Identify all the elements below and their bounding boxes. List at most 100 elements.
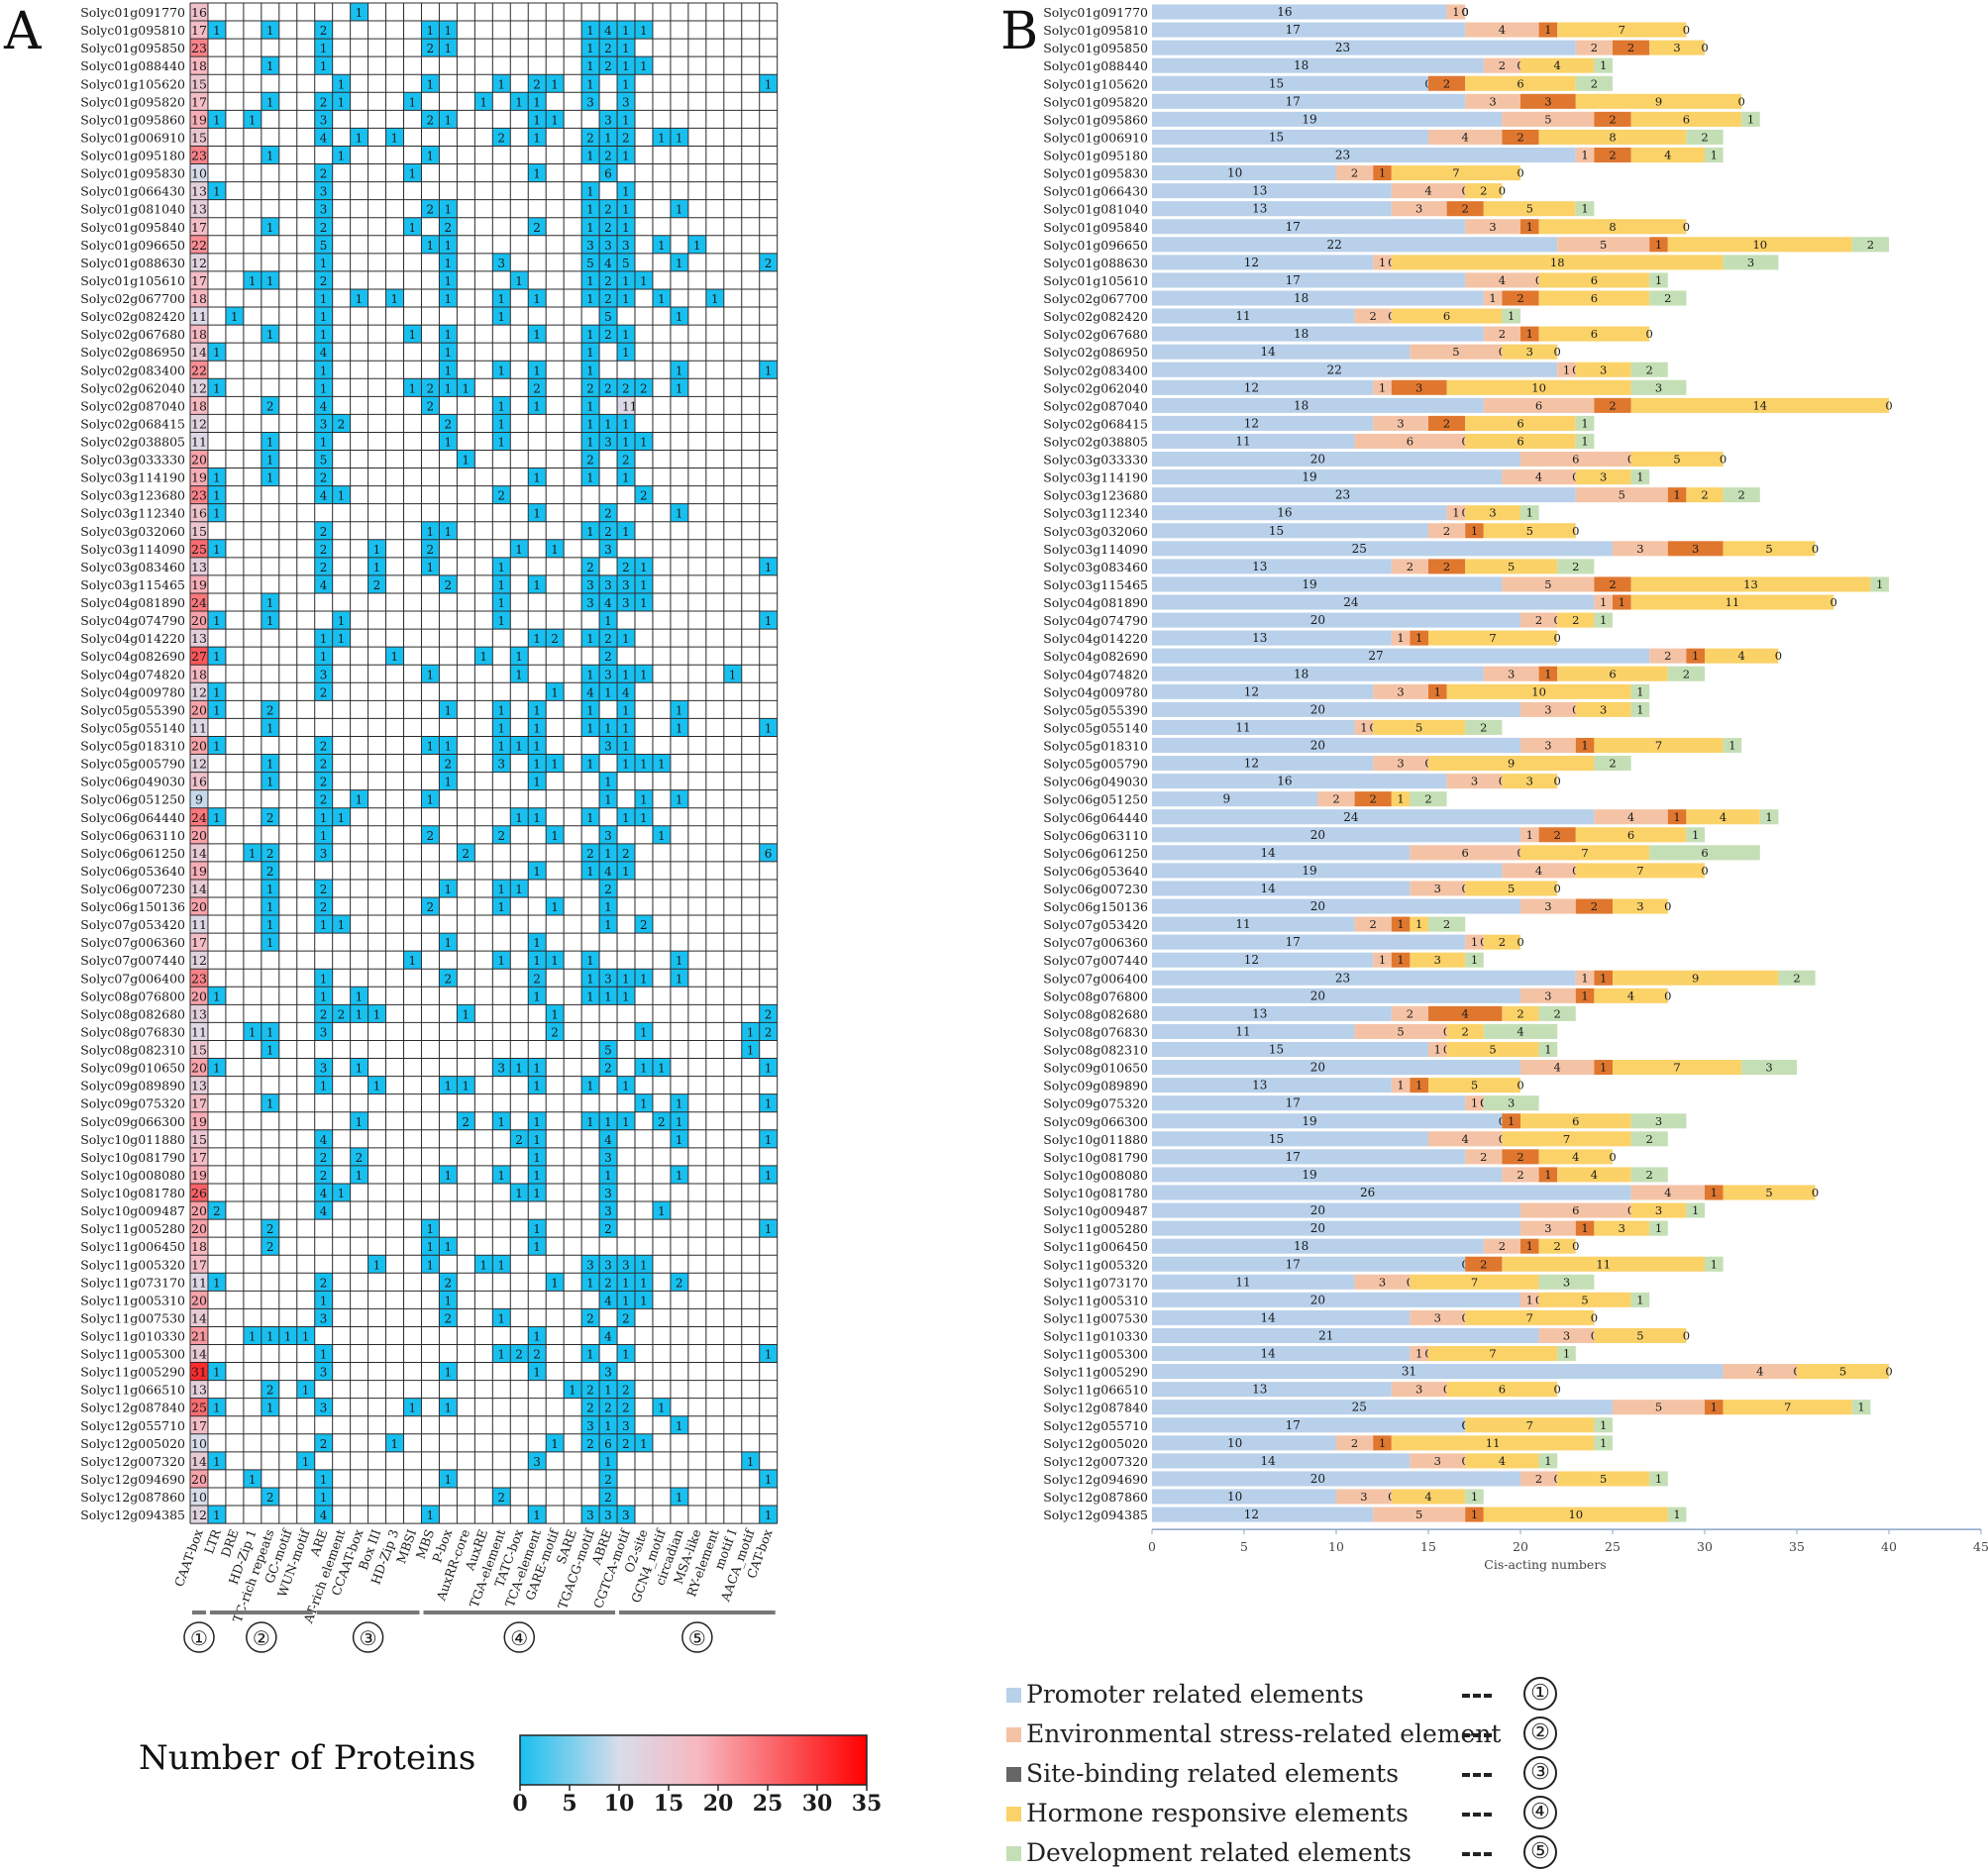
heatmap-cell-value: 4 [320, 1133, 328, 1147]
bar-segment [1557, 612, 1595, 628]
bar-segment [1391, 1382, 1447, 1398]
heatmap-cell [457, 1111, 475, 1130]
heatmap-cell [528, 807, 547, 826]
heatmap-cell-value: 2 [444, 972, 452, 986]
heatmap-cell-value: 1 [266, 918, 274, 932]
heatmap-cell [243, 1469, 262, 1488]
heatmap-cell-value: 1 [213, 740, 221, 754]
bar-row-label: Solyc12g007320 [1043, 1454, 1148, 1469]
group-marker-label: ② [253, 1626, 270, 1650]
heatmap-cell [581, 1273, 600, 1292]
bar-value-label: 17 [1286, 1418, 1301, 1432]
heatmap-cell [367, 557, 386, 575]
bar-segment [1465, 934, 1484, 950]
heatmap-cell-value: 4 [604, 865, 612, 879]
bar-value-label: 2 [1499, 58, 1506, 72]
heatmap-row-label: Solyc03g114090 [80, 542, 185, 557]
heatmap-cell-value: 2 [444, 221, 452, 235]
heatmap-cell [190, 74, 208, 93]
bar-segment [1152, 1185, 1631, 1200]
heatmap-cell-value: 1 [320, 257, 328, 270]
heatmap-row-label: Solyc04g074790 [80, 613, 185, 628]
heatmap-cell-value: 3 [622, 1508, 630, 1522]
heatmap-cell-value: 1 [604, 989, 612, 1003]
heatmap-cell-value: 1 [533, 936, 541, 950]
heatmap-row-label: Solyc01g095830 [80, 166, 185, 181]
heatmap-cell [207, 503, 226, 522]
heatmap-cell-value: 17 [191, 1150, 207, 1165]
heatmap-cell-value: 3 [622, 1419, 630, 1433]
heatmap-cell [278, 1326, 297, 1345]
heatmap-cell [190, 235, 208, 254]
heatmap-cell [581, 1255, 600, 1274]
heatmap-cell-value: 1 [356, 793, 364, 807]
heatmap-cell [190, 861, 208, 880]
heatmap-cell-value: 1 [640, 1294, 648, 1307]
bar-value-label: 1 [1526, 1239, 1533, 1253]
bar-segment [1630, 1131, 1668, 1147]
heatmap-cell-value: 3 [604, 239, 612, 253]
heatmap-row-label: Solyc03g032060 [80, 524, 185, 539]
bar-value-label: 0 [1831, 595, 1837, 609]
bar-row-label: Solyc11g005300 [1043, 1347, 1148, 1362]
bar-segment [1152, 576, 1503, 592]
heatmap-cell-value: 1 [586, 1080, 594, 1093]
heatmap-cell-value: 1 [409, 167, 417, 181]
bar-value-label: 4 [1424, 1490, 1431, 1504]
bar-value-label: 3 [1655, 1114, 1662, 1128]
heatmap-cell-value: 1 [604, 776, 612, 789]
heatmap-cell [350, 789, 368, 808]
heatmap-cell [652, 1058, 671, 1077]
heatmap-cell [599, 861, 618, 880]
bar-value-label: 1 [1526, 1293, 1533, 1306]
heatmap-cell [314, 987, 333, 1005]
bar-row-label: Solyc09g066300 [1043, 1114, 1148, 1129]
heatmap-cell-value: 20 [191, 828, 207, 843]
heatmap-cell-value: 1 [586, 346, 594, 360]
heatmap-cell [528, 861, 547, 880]
heatmap-row-label: Solyc04g082690 [80, 649, 185, 664]
heatmap-cell-value: 1 [320, 632, 328, 646]
heatmap-cell [190, 146, 208, 164]
heatmap-cell [617, 682, 635, 701]
heatmap-cell [190, 789, 208, 808]
heatmap-cell-value: 2 [586, 454, 594, 468]
heatmap-cell [190, 557, 208, 575]
heatmap-row-label: Solyc10g009487 [80, 1203, 185, 1218]
bar-value-label: 2 [1370, 309, 1377, 323]
heatmap-cell-value: 1 [586, 221, 594, 235]
bar-value-label: 1 [1508, 309, 1515, 323]
heatmap-cell-value: 18 [191, 1239, 207, 1254]
heatmap-cell-value: 1 [622, 59, 630, 73]
heatmap-cell [403, 325, 422, 344]
heatmap-cell [635, 485, 653, 504]
heatmap-row-label: Solyc01g095180 [80, 149, 185, 163]
bar-row-label: Solyc11g007530 [1043, 1310, 1148, 1325]
bar-segment [1152, 1149, 1466, 1165]
bar-value-label: 3 [1600, 470, 1607, 484]
bar-value-label: 15 [1269, 524, 1284, 538]
heatmap-row-label: Solyc07g053420 [80, 917, 185, 932]
bar-value-label: 1 [1581, 416, 1588, 430]
bar-segment [1465, 1309, 1595, 1325]
bar-value-label: 20 [1310, 899, 1325, 913]
heatmap-cell [190, 128, 208, 147]
bar-segment [1520, 1202, 1631, 1218]
heatmap-row-label: Solyc11g005310 [80, 1293, 185, 1307]
heatmap-cell-value: 1 [640, 1025, 648, 1039]
heatmap-cell-value: 1 [586, 865, 594, 879]
bar-value-label: 1 [1471, 953, 1478, 967]
heatmap-cell [190, 503, 208, 522]
bar-segment [1446, 505, 1466, 521]
heatmap-row-label: Solyc12g087860 [80, 1490, 185, 1505]
heatmap-cell-value: 2 [586, 1311, 594, 1325]
heatmap-cell-value: 1 [497, 364, 505, 377]
heatmap-cell-value: 11 [191, 309, 207, 324]
heatmap-cell-value: 1 [533, 167, 541, 181]
heatmap-cell [635, 557, 653, 575]
heatmap-cell-value: 1 [586, 668, 594, 681]
bar-segment [1354, 916, 1392, 932]
bar-segment [1428, 1078, 1520, 1093]
x-axis-tick-label: 15 [1420, 1539, 1436, 1554]
heatmap-row-label: Solyc03g114190 [80, 470, 185, 485]
